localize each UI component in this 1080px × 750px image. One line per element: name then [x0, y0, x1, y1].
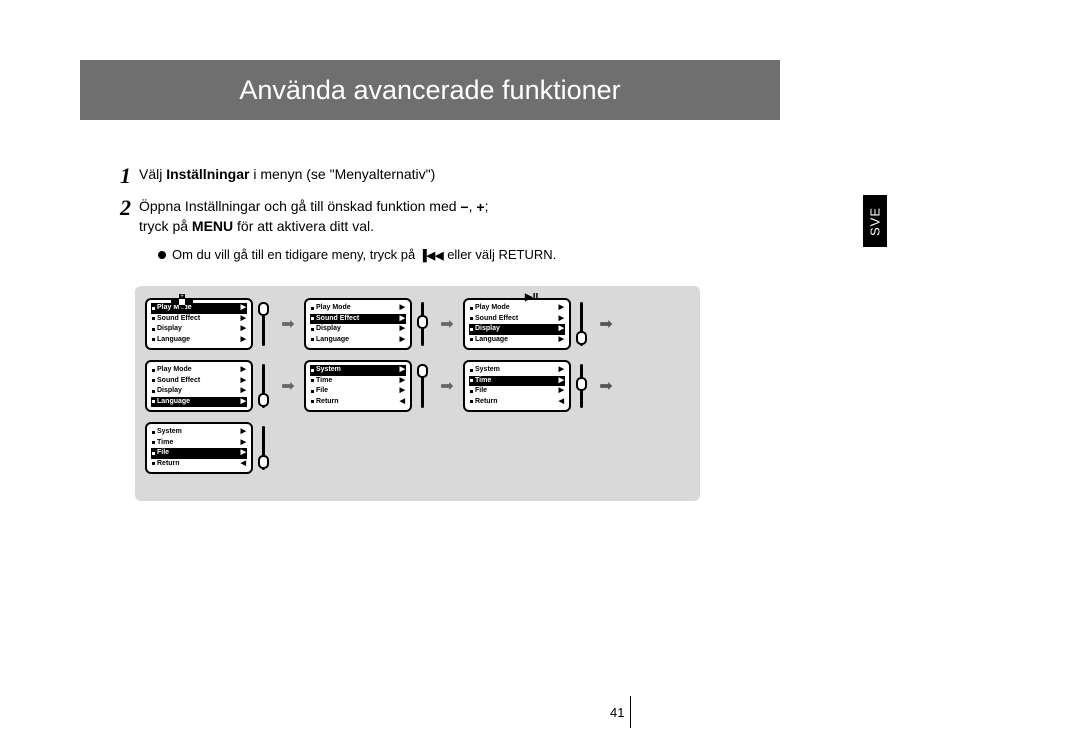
menu-item: Display▶	[151, 324, 247, 335]
slider-2-1	[256, 360, 272, 412]
screen-1-2: Play Mode▶Sound Effect▶Display▶Language▶	[304, 298, 412, 350]
slider-3-1	[256, 422, 272, 474]
menu-item: Language▶	[151, 335, 247, 346]
screen-3-1: System▶Time▶File▶Return◀	[145, 422, 253, 474]
menu-item: System▶	[310, 365, 406, 376]
menu-item: Time▶	[469, 376, 565, 387]
menu-item: Play Mode▶	[310, 303, 406, 314]
menu-item: File▶	[310, 386, 406, 397]
page-header: Använda avancerade funktioner	[80, 60, 780, 120]
screen-1-3: ▶II Play Mode▶Sound Effect▶Display▶Langu…	[463, 298, 571, 350]
svg-text:+: +	[180, 294, 184, 300]
arrow-icon: ➡	[434, 376, 460, 396]
arrow-next-icon: ➡	[593, 376, 619, 396]
menu-item: Sound Effect▶	[469, 314, 565, 325]
step-1: 1 Välj Inställningar i menyn (se "Menyal…	[120, 165, 720, 187]
menu-item: Display▶	[310, 324, 406, 335]
menu-item: Language▶	[469, 335, 565, 346]
arrow-next-icon: ➡	[593, 314, 619, 334]
arrow-icon: ➡	[275, 376, 301, 396]
screen-2-1: Play Mode▶Sound Effect▶Display▶Language▶	[145, 360, 253, 412]
menu-item: Display▶	[151, 386, 247, 397]
step-2-text: Öppna Inställningar och gå till önskad f…	[139, 197, 488, 237]
minus-icon: −	[460, 198, 468, 218]
rewind-icon: ▐◀◀	[419, 249, 444, 262]
slider-2-2	[415, 360, 431, 412]
menu-item: Language▶	[151, 397, 247, 408]
menu-item: Play Mode▶	[151, 303, 247, 314]
menu-item: Display▶	[469, 324, 565, 335]
slider-1-1	[256, 298, 272, 350]
screens-panel: +− Play Mode▶Sound Effect▶Display▶Langua…	[135, 286, 700, 501]
slider-1-2	[415, 298, 431, 350]
menu-item: Play Mode▶	[469, 303, 565, 314]
menu-item: Sound Effect▶	[151, 376, 247, 387]
steps-area: 1 Välj Inställningar i menyn (se "Menyal…	[120, 165, 720, 262]
dpad-icon: +−	[169, 292, 195, 317]
page-number-line	[630, 696, 631, 728]
menu-item: Time▶	[310, 376, 406, 387]
language-tab: SVE	[863, 195, 887, 247]
header-divider	[786, 74, 790, 106]
bullet-icon	[158, 251, 166, 259]
step-2: 2 Öppna Inställningar och gå till önskad…	[120, 197, 720, 237]
menu-item: Sound Effect▶	[310, 314, 406, 325]
menu-item: System▶	[151, 427, 247, 438]
plus-icon: +	[476, 198, 484, 218]
menu-item: Return◀	[310, 397, 406, 408]
screen-row-3: System▶Time▶File▶Return◀	[145, 422, 690, 474]
screen-2-2: System▶Time▶File▶Return◀	[304, 360, 412, 412]
slider-1-3	[574, 298, 590, 350]
note-text: Om du vill gå till en tidigare meny, try…	[172, 247, 556, 262]
step-1-number: 1	[120, 165, 131, 187]
menu-item: File▶	[151, 448, 247, 459]
play-pause-icon: ▶II	[525, 292, 538, 303]
screen-row-1: +− Play Mode▶Sound Effect▶Display▶Langua…	[145, 298, 690, 350]
arrow-icon: ➡	[434, 314, 460, 334]
menu-item: Time▶	[151, 438, 247, 449]
note: Om du vill gå till en tidigare meny, try…	[158, 247, 720, 262]
page-number: 41	[610, 705, 624, 720]
menu-item: Play Mode▶	[151, 365, 247, 376]
step-2-number: 2	[120, 197, 131, 219]
menu-item: File▶	[469, 386, 565, 397]
step-1-text: Välj Inställningar i menyn (se "Menyalte…	[139, 165, 435, 185]
menu-item: Return◀	[151, 459, 247, 470]
menu-item: System▶	[469, 365, 565, 376]
svg-text:−: −	[180, 306, 184, 312]
menu-item: Return◀	[469, 397, 565, 408]
arrow-icon: ➡	[275, 314, 301, 334]
screen-row-2: Play Mode▶Sound Effect▶Display▶Language▶…	[145, 360, 690, 412]
screen-1-1: +− Play Mode▶Sound Effect▶Display▶Langua…	[145, 298, 253, 350]
menu-item: Sound Effect▶	[151, 314, 247, 325]
menu-item: Language▶	[310, 335, 406, 346]
screen-2-3: System▶Time▶File▶Return◀	[463, 360, 571, 412]
slider-2-3	[574, 360, 590, 412]
page-title: Använda avancerade funktioner	[239, 75, 620, 106]
